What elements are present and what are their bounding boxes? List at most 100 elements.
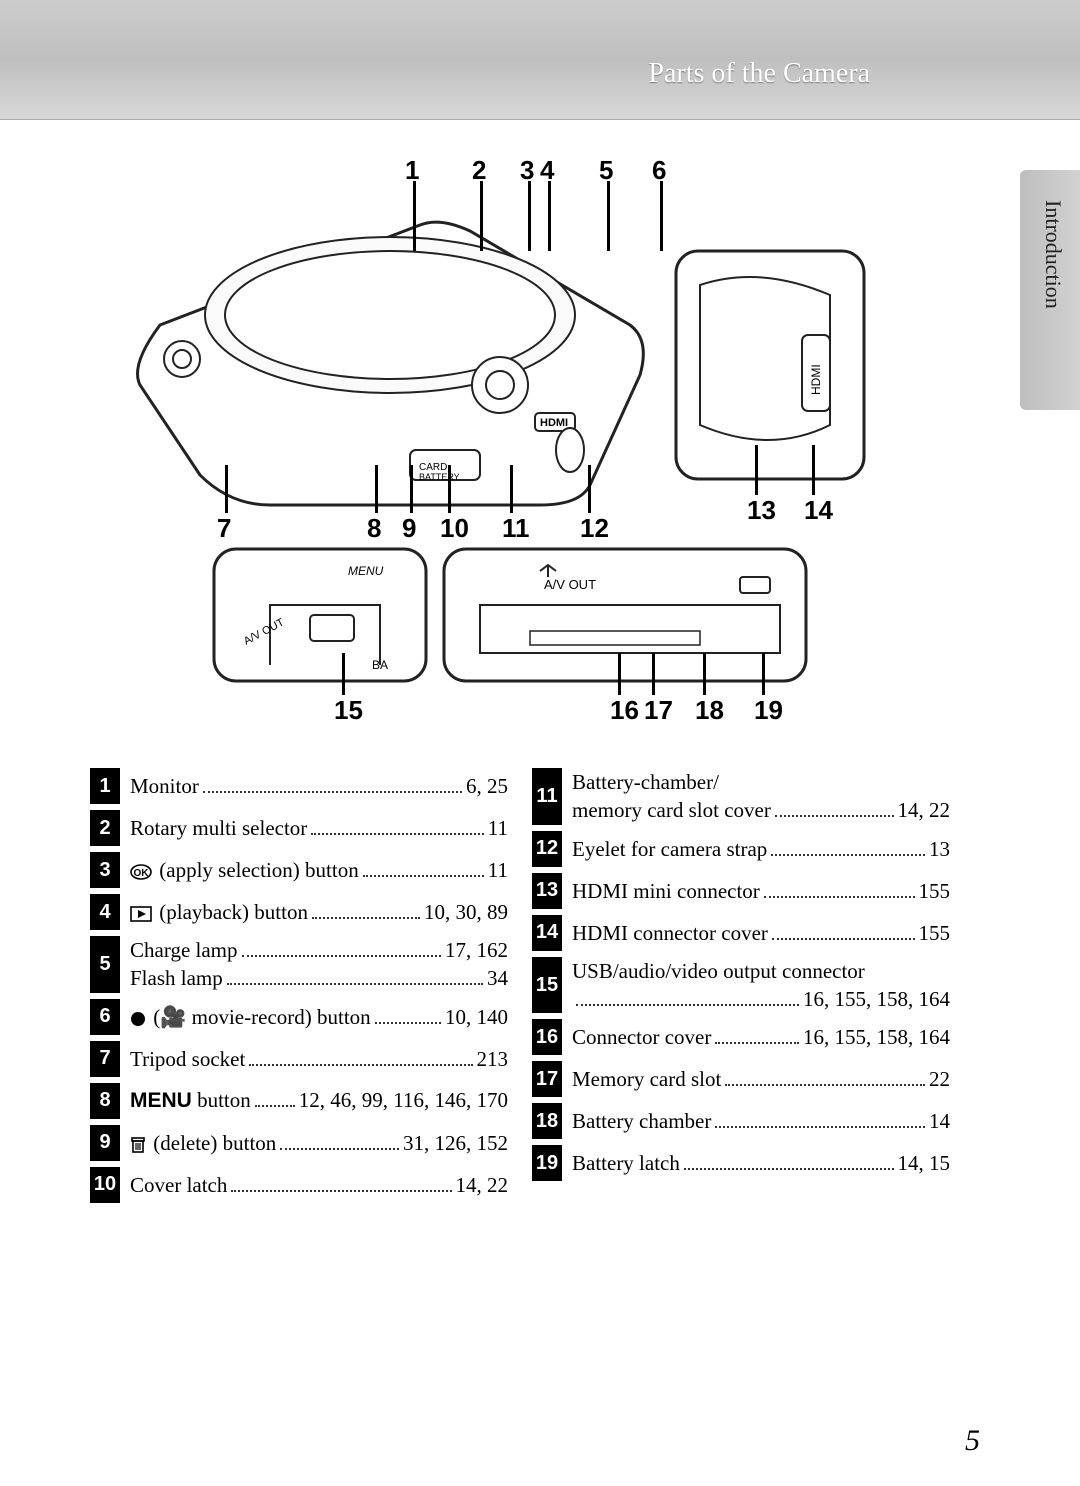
callout-13: 13 (747, 495, 776, 526)
legend-row-5: 5 Charge lamp 17, 162 Flash lamp 34 (90, 936, 508, 993)
legend-badge: 15 (532, 957, 562, 1014)
callout-10: 10 (440, 513, 469, 544)
legend-badge: 10 (90, 1167, 120, 1203)
legend-badge: 9 (90, 1125, 120, 1161)
legend-label: Connector cover (572, 1023, 711, 1051)
legend-label: Tripod socket (130, 1045, 245, 1073)
page-ref: 11 (488, 814, 508, 842)
legend-label: (playback) button (130, 898, 308, 926)
legend-row-12: 12 Eyelet for camera strap 13 (532, 831, 950, 867)
legend-label: Rotary multi selector (130, 814, 307, 842)
page-ref: 155 (919, 919, 951, 947)
ok-icon: OK (130, 864, 152, 880)
callout-16: 16 (610, 695, 639, 726)
legend-row-10: 10 Cover latch14, 22 (90, 1167, 508, 1203)
legend-row-19: 19 Battery latch 14, 15 (532, 1145, 950, 1181)
legend-badge: 18 (532, 1103, 562, 1139)
legend-row-15: 15USB/audio/video output connector16, 15… (532, 957, 950, 1014)
legend-badge: 8 (90, 1083, 120, 1119)
legend-row-7: 7 Tripod socket 213 (90, 1041, 508, 1077)
detail-inset-right: A/V OUT (440, 545, 810, 685)
page-ref: 6, 25 (466, 772, 508, 800)
page-number: 5 (965, 1424, 980, 1458)
callout-12: 12 (580, 513, 609, 544)
header-band: Parts of the Camera (0, 0, 1080, 120)
svg-text:HDMI: HDMI (809, 364, 823, 395)
callout-7: 7 (217, 513, 231, 544)
svg-text:BA: BA (372, 658, 388, 672)
callout-9: 9 (402, 513, 416, 544)
page-ref: 13 (929, 835, 950, 863)
legend-label: HDMI connector cover (572, 919, 768, 947)
legend-badge: 19 (532, 1145, 562, 1181)
page-ref: 14 (929, 1107, 950, 1135)
legend-label: Memory card slot (572, 1065, 721, 1093)
header-title: Parts of the Camera (648, 58, 870, 90)
playback-icon (130, 906, 152, 922)
camera-body-illustration: CARD BATTERY HDMI (120, 195, 660, 515)
legend-badge: 13 (532, 873, 562, 909)
page-ref: 213 (477, 1045, 509, 1073)
page-ref: 155 (919, 877, 951, 905)
legend-text: Battery-chamber/memory card slot cover14… (572, 768, 950, 825)
legend-badge: 7 (90, 1041, 120, 1077)
page-ref: 16, 155, 158, 164 (803, 1023, 950, 1051)
legend-text: Memory card slot22 (572, 1065, 950, 1093)
legend-label: MENU button (130, 1086, 251, 1115)
page-ref: 17, 162 (445, 936, 508, 964)
svg-text:BATTERY: BATTERY (419, 472, 460, 482)
legend-text: (delete) button31, 126, 152 (130, 1129, 508, 1157)
legend-label: Charge lamp (130, 936, 238, 964)
detail-inset-left: MENU A/V OUT BA (210, 545, 430, 685)
legend-text: Rotary multi selector 11 (130, 814, 508, 842)
manual-page: Parts of the Camera Introduction CARD BA… (0, 0, 1080, 1486)
hdmi-inset-illustration: HDMI (670, 245, 870, 485)
page-ref: 14, 15 (898, 1149, 951, 1177)
page-ref: 11 (488, 856, 508, 884)
delete-icon (130, 1136, 146, 1154)
legend-row-3: 3OK (apply selection) button11 (90, 852, 508, 888)
legend-row-13: 13HDMI mini connector155 (532, 873, 950, 909)
legend-text: Tripod socket 213 (130, 1045, 508, 1073)
camera-diagram: CARD BATTERY HDMI HDMI MENU A/V OUT BA (90, 155, 900, 735)
legend-col-right: 11Battery-chamber/memory card slot cover… (532, 768, 950, 1209)
legend-col-left: 1Monitor6, 252Rotary multi selector113OK… (90, 768, 508, 1209)
page-ref: 16, 155, 158, 164 (803, 985, 950, 1013)
callout-11: 11 (502, 513, 530, 544)
page-ref: 10, 140 (445, 1003, 508, 1031)
legend-badge: 4 (90, 894, 120, 930)
legend-row-18: 18 Battery chamber14 (532, 1103, 950, 1139)
legend-row-2: 2Rotary multi selector11 (90, 810, 508, 846)
page-ref: 31, 126, 152 (403, 1129, 508, 1157)
svg-text:A/V OUT: A/V OUT (544, 577, 596, 592)
callout-14: 14 (804, 495, 833, 526)
legend-label: Flash lamp (130, 964, 223, 992)
page-ref: 34 (487, 964, 508, 992)
legend-row-11: 11Battery-chamber/memory card slot cover… (532, 768, 950, 825)
legend-text: USB/audio/video output connector16, 155,… (572, 957, 950, 1014)
legend-text: Eyelet for camera strap 13 (572, 835, 950, 863)
legend-label: Battery latch (572, 1149, 680, 1177)
movie-icon (130, 1011, 146, 1027)
legend-label: (🎥 movie-record) button (130, 1003, 371, 1031)
legend-label: OK (apply selection) button (130, 856, 359, 884)
svg-text:OK: OK (134, 868, 150, 879)
legend-text: Cover latch14, 22 (130, 1171, 508, 1199)
legend-badge: 5 (90, 936, 120, 993)
page-ref: 14, 22 (898, 796, 951, 824)
legend-row-16: 16Connector cover16, 155, 158, 164 (532, 1019, 950, 1055)
parts-legend: 1Monitor6, 252Rotary multi selector113OK… (90, 768, 950, 1209)
legend-row-17: 17Memory card slot22 (532, 1061, 950, 1097)
legend-badge: 14 (532, 915, 562, 951)
callout-15: 15 (334, 695, 363, 726)
page-ref: 10, 30, 89 (424, 898, 508, 926)
legend-label: Eyelet for camera strap (572, 835, 767, 863)
callout-18: 18 (695, 695, 724, 726)
legend-text: Connector cover 16, 155, 158, 164 (572, 1023, 950, 1051)
legend-text: Battery chamber14 (572, 1107, 950, 1135)
legend-text: MENU button12, 46, 99, 116, 146, 170 (130, 1086, 508, 1115)
legend-label: memory card slot cover (572, 796, 771, 824)
legend-text: Charge lamp 17, 162 Flash lamp 34 (130, 936, 508, 993)
legend-row-9: 9 (delete) button31, 126, 152 (90, 1125, 508, 1161)
legend-badge: 12 (532, 831, 562, 867)
